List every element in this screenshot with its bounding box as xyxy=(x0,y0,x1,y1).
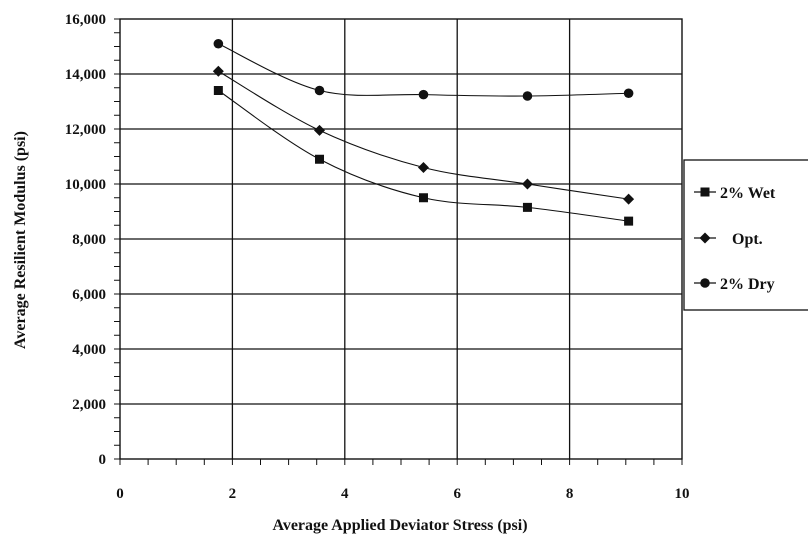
x-tick-label: 2 xyxy=(229,486,237,502)
legend-label: 2% Dry xyxy=(720,276,775,293)
legend-item: 2% Wet xyxy=(694,185,776,202)
series-diamond xyxy=(212,65,635,205)
series-line xyxy=(218,43,629,97)
data-point xyxy=(315,154,325,164)
x-tick-label: 4 xyxy=(341,486,349,502)
y-tick-label: 4,000 xyxy=(72,342,106,358)
data-point xyxy=(213,86,223,95)
legend-item: Opt. xyxy=(694,231,763,248)
x-tick-label: 0 xyxy=(116,486,124,502)
data-point xyxy=(522,91,533,101)
data-point xyxy=(418,89,429,100)
y-tick-label: 0 xyxy=(99,452,107,468)
y-tick-label: 12,000 xyxy=(65,122,106,138)
data-point xyxy=(418,193,428,203)
series-square xyxy=(213,86,634,226)
grid xyxy=(114,18,683,465)
x-axis-title: Average Applied Deviator Stress (psi) xyxy=(272,517,527,534)
data-point xyxy=(314,124,326,136)
legend-marker xyxy=(699,232,711,244)
data-point xyxy=(212,65,224,77)
y-tick-label: 2,000 xyxy=(72,397,106,413)
y-tick-label: 14,000 xyxy=(65,67,106,83)
x-tick-label: 8 xyxy=(566,486,574,502)
data-point xyxy=(314,85,325,96)
data-point xyxy=(624,216,634,226)
series-circle xyxy=(213,38,634,101)
data-point xyxy=(623,88,634,99)
y-axis-title: Average Resilient Modulus (psi) xyxy=(12,131,29,349)
legend-marker xyxy=(700,187,710,197)
x-tick-label: 10 xyxy=(675,486,690,502)
data-point xyxy=(213,38,224,49)
data-point xyxy=(521,178,533,190)
y-tick-label: 6,000 xyxy=(72,287,106,303)
legend-marker xyxy=(700,278,710,288)
legend-label: 2% Wet xyxy=(720,185,776,202)
legend-item: 2% Dry xyxy=(694,276,775,293)
data-point xyxy=(417,162,429,173)
legend-label: Opt. xyxy=(732,231,763,248)
legend: 2% Wet Opt. 2% Dry xyxy=(683,159,808,311)
data-point xyxy=(522,202,532,212)
data-point xyxy=(623,193,635,205)
series xyxy=(212,38,635,226)
y-tick-label: 16,000 xyxy=(65,12,106,28)
tick-labels: 0 2 4 6 8 10 0 2,000 4,000 6,000 8,000 10,000 12,000… xyxy=(65,12,690,502)
y-tick-label: 8,000 xyxy=(72,232,106,248)
y-tick-label: 10,000 xyxy=(65,177,106,193)
x-tick-label: 6 xyxy=(453,486,461,502)
